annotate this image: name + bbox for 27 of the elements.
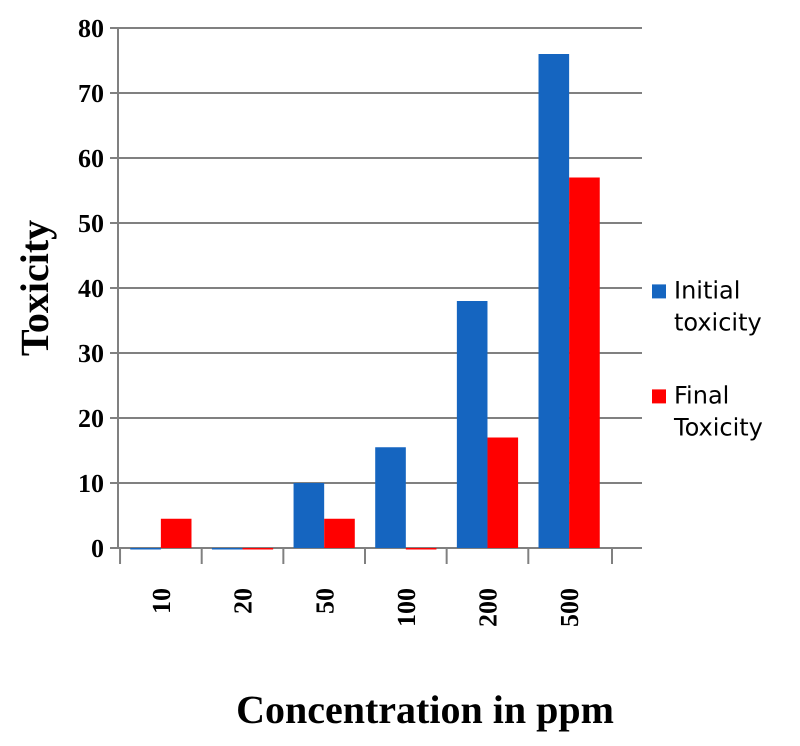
bar [538,54,570,548]
legend-label: Final Toxicity [673,381,763,442]
y-tick-label: 70 [78,79,104,108]
x-axis-title: Concentration in ppm [236,687,614,732]
x-tick-label: 50 [310,588,340,614]
bar [487,438,518,548]
legend-label: Initial toxicity [674,276,762,336]
bar [375,447,406,548]
y-tick-label: 50 [78,209,104,238]
bar [294,483,324,548]
x-tick-label: 20 [228,588,258,614]
y-tick-label: 10 [78,469,104,498]
bar [569,178,600,548]
y-tick-label: 0 [91,534,104,564]
y-tick-label: 20 [78,404,104,434]
y-tick-label: 40 [78,274,104,304]
bar [324,518,355,548]
y-axis-title: Toxicity [12,220,57,356]
x-tick-label: 10 [146,588,176,614]
x-tick-label: 500 [555,588,584,627]
y-tick-label: 80 [78,14,104,44]
y-tick-label: 60 [78,144,104,174]
y-tick-label: 30 [78,339,104,368]
x-tick-label: 100 [392,588,421,627]
bar [160,518,192,548]
bar [456,301,488,548]
x-tick-label: 200 [474,588,503,627]
